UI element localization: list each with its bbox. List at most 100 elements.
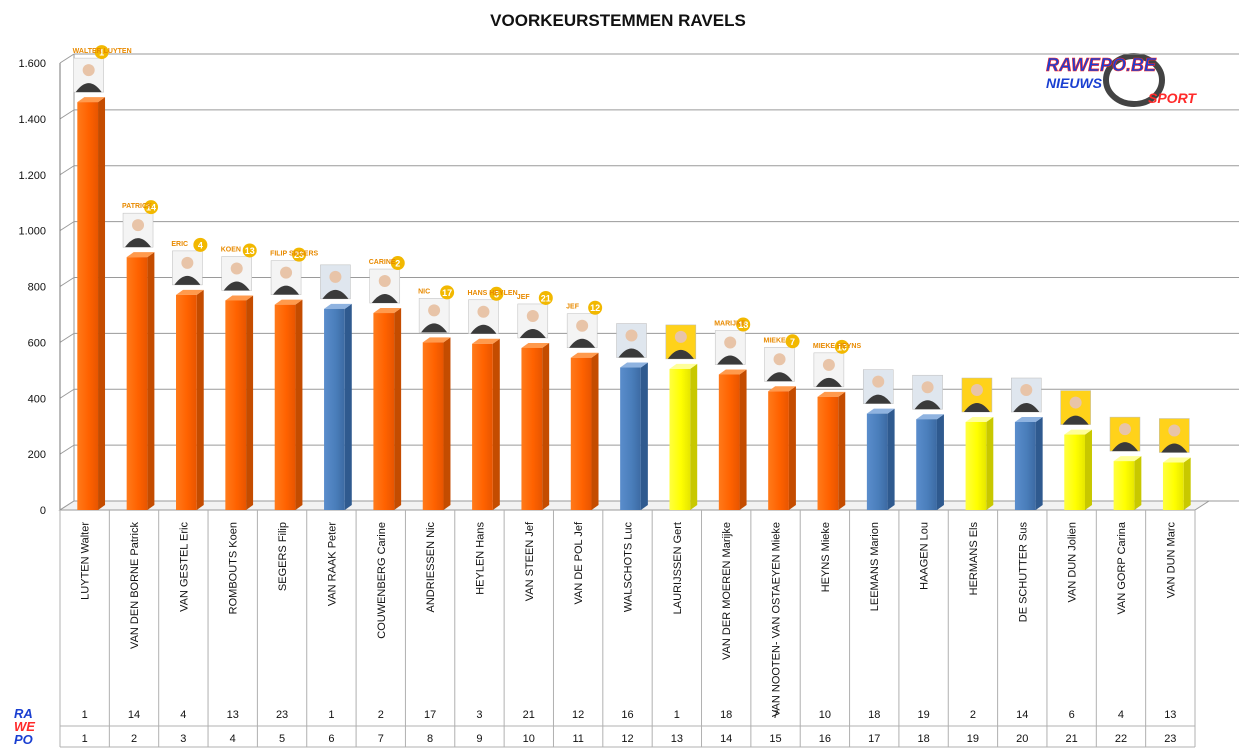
face-shape: [132, 219, 145, 232]
bar-side: [492, 338, 500, 510]
rank-cell: 21: [1066, 733, 1078, 745]
rank-cell: 19: [967, 733, 979, 745]
list-position-cell: 1: [328, 709, 334, 721]
bar: [1064, 429, 1092, 510]
bar-side: [838, 391, 846, 510]
bar-side: [344, 303, 352, 510]
category-label: SEGERS Filip: [277, 522, 289, 591]
shoulders-shape: [371, 294, 398, 304]
face-shape: [329, 270, 342, 283]
bar-top: [570, 352, 599, 358]
shoulders-shape: [125, 238, 152, 248]
candidate-photo: [320, 264, 351, 300]
bar-side: [739, 369, 747, 510]
face-shape: [230, 262, 243, 275]
bar: [965, 416, 994, 510]
candidate-photo: [912, 374, 943, 410]
bar: [521, 342, 550, 510]
bar-side: [887, 408, 895, 510]
category-label: VAN DER MOEREN Marijke: [721, 522, 733, 660]
shoulders-shape: [519, 328, 546, 338]
face-shape: [378, 275, 391, 288]
bar-top: [669, 363, 698, 369]
bar: [1014, 416, 1043, 510]
rank-cell: 13: [671, 733, 683, 745]
bar: [324, 303, 352, 510]
shoulders-shape: [273, 285, 300, 295]
rank-cell: 11: [572, 733, 583, 745]
candidate-photo: 17 NIC: [418, 285, 455, 333]
shoulders-shape: [75, 83, 102, 93]
shoulders-shape: [223, 281, 250, 291]
candidate-photo: [1159, 418, 1190, 453]
gridline-skew: [59, 277, 75, 287]
bar-top: [1014, 416, 1043, 422]
list-number-badge: [144, 200, 159, 215]
rank-cell: 4: [230, 733, 236, 745]
bar-front: [176, 294, 197, 510]
candidate-photo: [1060, 390, 1091, 425]
list-number-badge: [489, 286, 504, 301]
y-tick-label: 600: [28, 337, 46, 349]
bar-side: [640, 362, 648, 510]
rank-cell: 5: [279, 733, 285, 745]
bar-top: [521, 342, 550, 348]
shoulders-shape: [963, 402, 990, 412]
bar-front: [373, 313, 395, 510]
list-position-cell: 23: [276, 709, 288, 721]
face-shape: [625, 329, 638, 342]
list-position-cell: 16: [621, 709, 633, 721]
category-label: VAN DUN Marc: [1165, 522, 1177, 599]
list-number-badge-text: 14: [146, 203, 156, 213]
bar-top: [126, 252, 155, 258]
bar-front: [324, 308, 345, 510]
face-shape: [674, 330, 687, 343]
photo-name-badge: HANS HEYLEN: [467, 290, 517, 297]
bar-front: [1014, 421, 1036, 510]
list-number-badge: [588, 300, 603, 315]
gridline-skew: [59, 221, 75, 232]
list-number-badge: [736, 317, 751, 332]
bar-top: [1162, 457, 1191, 463]
candidate-photo: [1011, 377, 1042, 413]
gridline-skew: [59, 332, 75, 343]
bars: [77, 97, 1191, 511]
list-number-badge-text: 18: [738, 320, 748, 330]
shoulders-shape: [717, 355, 744, 365]
list-position-cell: 13: [1164, 709, 1176, 721]
candidate-photo: [616, 323, 647, 358]
category-label: ANDRIESSEN Nic: [425, 522, 437, 613]
photo-name-badge: JEF: [517, 294, 531, 301]
photo-name-badge: JEF: [566, 304, 580, 311]
list-number-badge: [94, 45, 109, 60]
shoulders-shape: [914, 400, 941, 410]
category-label: VAN GESTEL Eric: [178, 522, 190, 612]
photo-name-badge: KOEN: [221, 246, 241, 253]
bar: [373, 308, 402, 510]
shoulders-shape: [865, 394, 892, 404]
face-shape: [428, 304, 441, 317]
category-labels: LUYTEN Walter VAN DEN BORNE Patrick VAN GE…: [80, 521, 1178, 717]
bar-side: [1134, 456, 1142, 510]
y-tick-label: 800: [28, 282, 46, 294]
rank-cell: 1: [82, 733, 88, 745]
rank-cell: 15: [769, 733, 781, 745]
photo-name-badge: CARINE: [369, 259, 396, 266]
category-label: VAN DE POL Jef: [573, 521, 585, 604]
bar-side: [542, 342, 550, 510]
bar: [669, 363, 698, 510]
bar-side: [1084, 429, 1092, 510]
bar-top: [866, 408, 895, 414]
photo-name-badge: MIEKE HEYNS: [813, 343, 862, 350]
bar: [620, 362, 648, 510]
category-label: LEEMANS Marion: [869, 522, 881, 611]
bar-side: [1035, 416, 1043, 510]
y-tick-label: 400: [28, 393, 46, 405]
y-tick-label: 1.400: [18, 114, 46, 126]
bar: [1113, 456, 1142, 510]
shoulders-shape: [322, 289, 349, 299]
bar-front: [768, 391, 789, 510]
